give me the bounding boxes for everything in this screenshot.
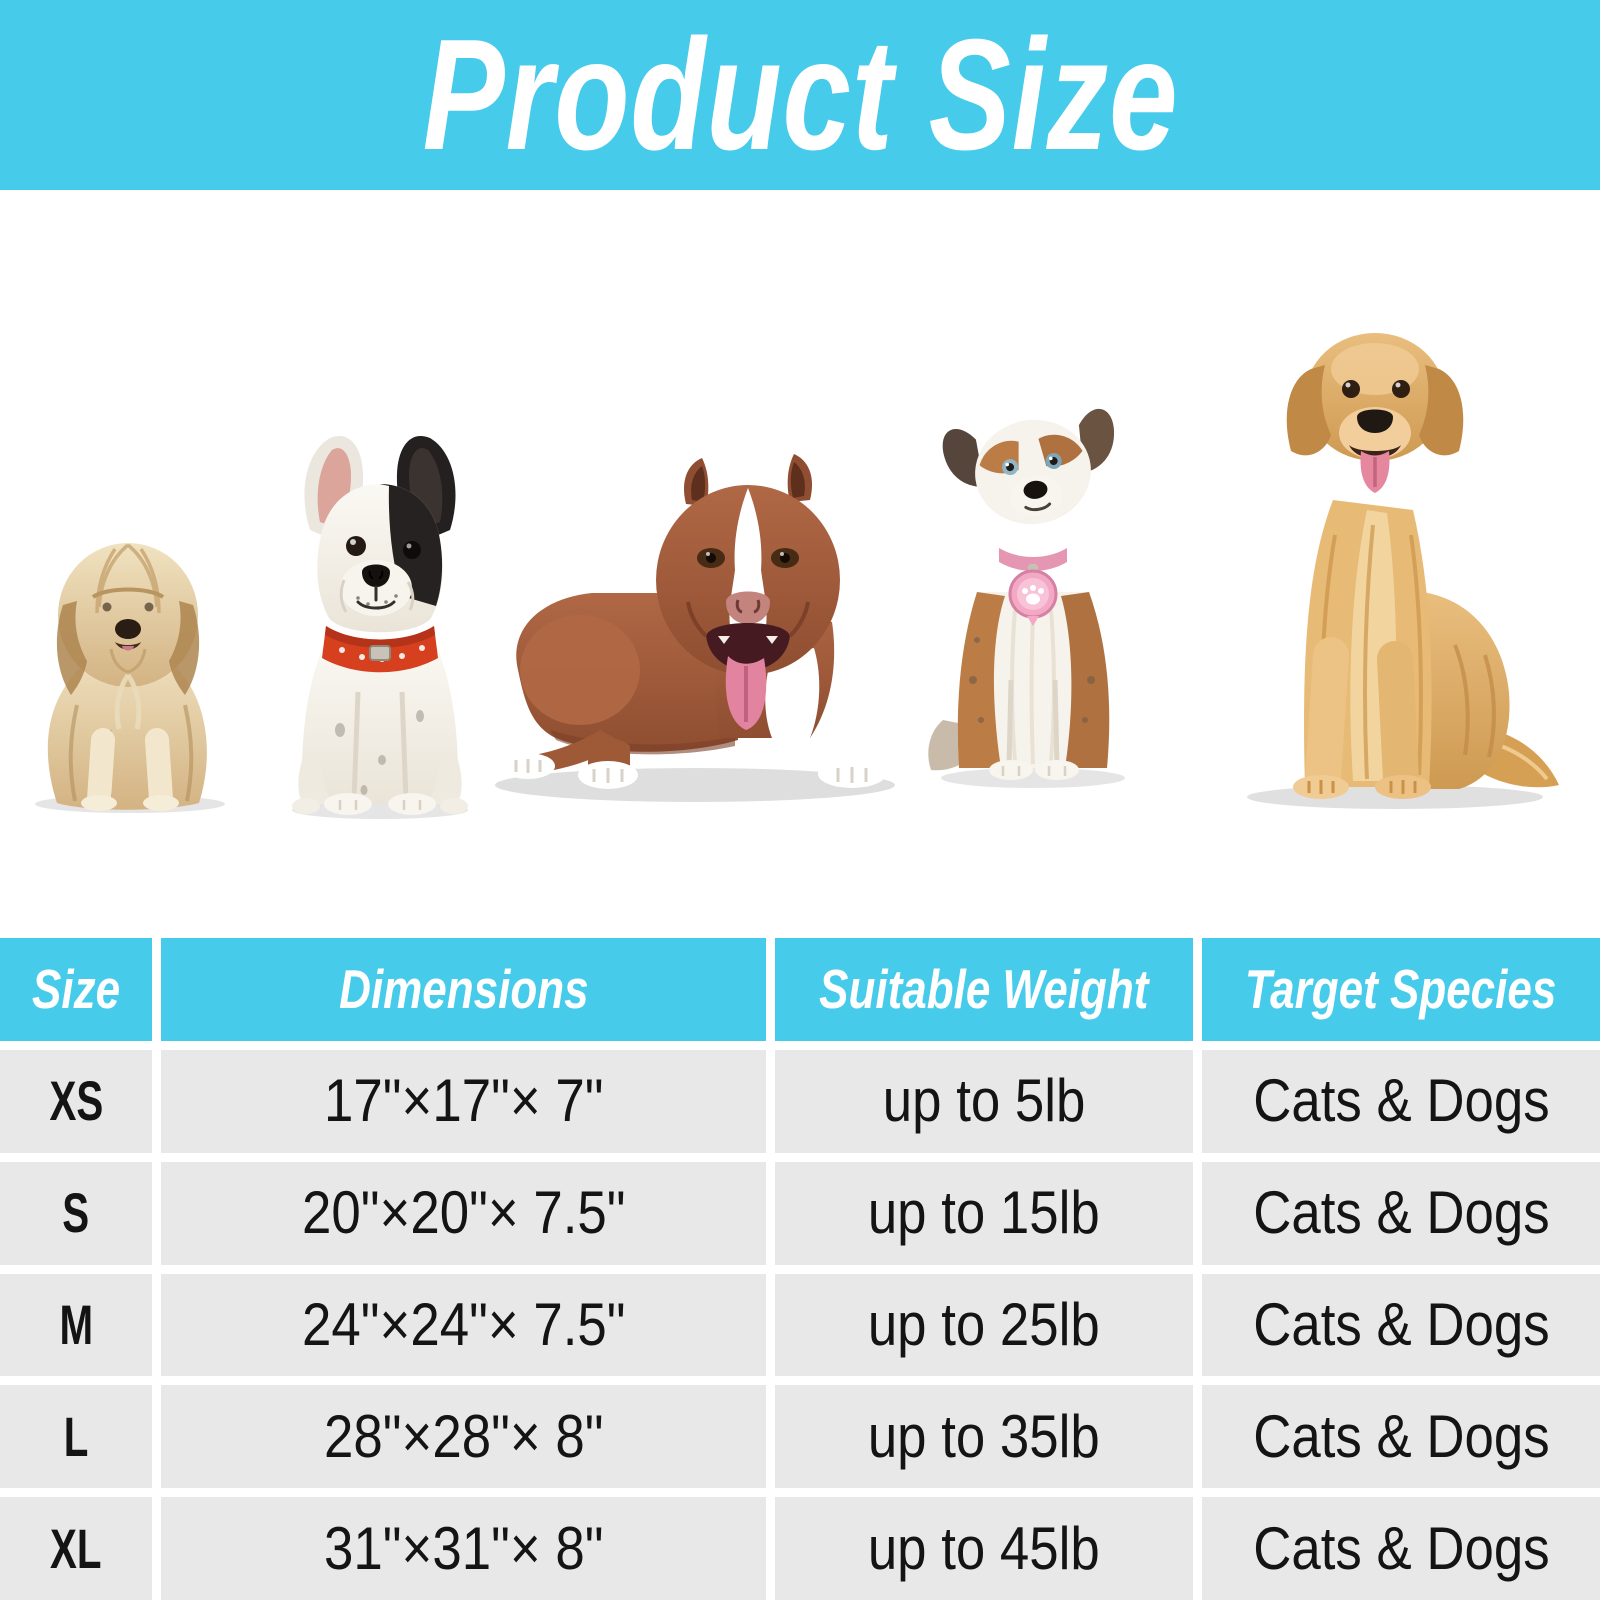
cell-size: M	[0, 1273, 152, 1377]
banner: Product Size	[0, 0, 1600, 190]
dog-illustration-havanese	[35, 543, 225, 813]
cell-dimensions: 31"×31"× 8"	[161, 1497, 766, 1600]
cell-weight: up to 35lb	[775, 1385, 1193, 1489]
cell-dimensions: 28"×28"× 8"	[161, 1385, 766, 1489]
cell-dimensions: 24"×24"× 7.5"	[161, 1273, 766, 1377]
cell-species: Cats & Dogs	[1202, 1049, 1600, 1153]
col-header-dimensions: Dimensions	[161, 938, 766, 1041]
page-title: Product Size	[422, 7, 1178, 183]
col-header-size: Size	[0, 938, 152, 1041]
cell-species: Cats & Dogs	[1202, 1497, 1600, 1600]
cell-weight: up to 15lb	[775, 1161, 1193, 1265]
size-table: Size Dimensions Suitable Weight Target S…	[0, 938, 1600, 1600]
cell-weight: up to 45lb	[775, 1497, 1193, 1600]
cell-dimensions: 17"×17"× 7"	[161, 1049, 766, 1153]
cell-size: XL	[0, 1497, 152, 1600]
dog-illustration-australian-shepherd	[928, 408, 1125, 788]
red-collar	[322, 626, 438, 673]
dog-illustration-pit-bull	[495, 454, 895, 802]
cell-size: XS	[0, 1049, 152, 1153]
col-header-target-species: Target Species	[1202, 938, 1600, 1041]
dog-illustration-french-bulldog	[292, 435, 468, 819]
cell-species: Cats & Dogs	[1202, 1161, 1600, 1265]
col-header-suitable-weight: Suitable Weight	[775, 938, 1193, 1041]
cell-weight: up to 5lb	[775, 1049, 1193, 1153]
cell-species: Cats & Dogs	[1202, 1385, 1600, 1489]
cell-dimensions: 20"×20"× 7.5"	[161, 1161, 766, 1265]
cell-size: S	[0, 1161, 152, 1265]
dog-lineup	[0, 190, 1600, 938]
cell-weight: up to 25lb	[775, 1273, 1193, 1377]
pink-paw-tag	[1008, 569, 1058, 626]
cell-size: L	[0, 1385, 152, 1489]
dog-illustration-golden-retriever	[1247, 333, 1559, 809]
cell-species: Cats & Dogs	[1202, 1273, 1600, 1377]
